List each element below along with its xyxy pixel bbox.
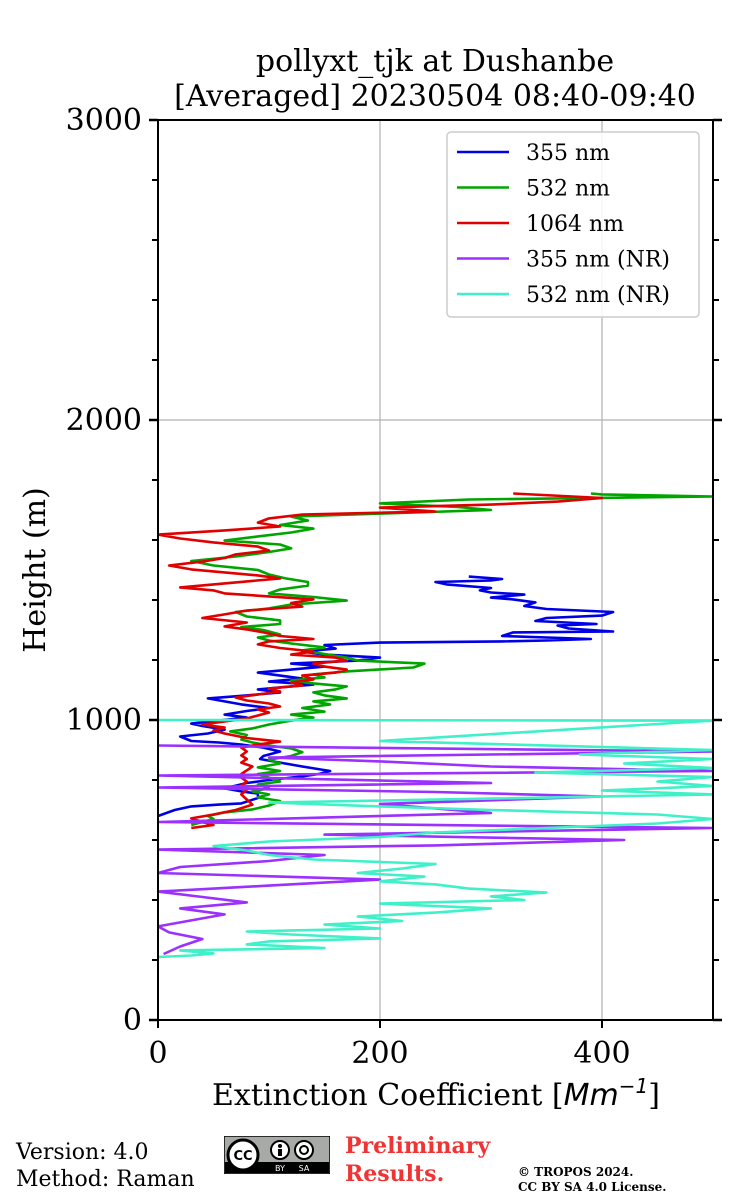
legend: 355 nm 532 nm 1064 nm 355 nm (NR) 532 nm (NR… bbox=[446, 131, 700, 318]
chart-title-line2: [Averaged] 20230504 08:40-09:40 bbox=[174, 79, 696, 114]
x-tick-label: 0 bbox=[148, 1036, 167, 1071]
x-tick-label: 200 bbox=[351, 1036, 408, 1071]
sa-label: SA bbox=[299, 1164, 310, 1173]
by-icon-body bbox=[278, 1149, 282, 1156]
series-line-355-nm-nr bbox=[158, 744, 713, 956]
sa-icon-arrow bbox=[299, 1145, 309, 1155]
chart-title-line1: pollyxt_tjk at Dushanbe bbox=[256, 44, 614, 79]
legend-label: 355 nm (NR) bbox=[526, 248, 670, 273]
cc-license-badge: CC BY SA bbox=[224, 1136, 330, 1174]
series-line-1064-nm bbox=[158, 492, 604, 830]
preliminary-line1: Preliminary bbox=[345, 1133, 491, 1159]
y-tick-label: 2000 bbox=[66, 403, 142, 438]
x-axis-label-unit: Mm bbox=[564, 1078, 619, 1113]
series-line-532-nm bbox=[190, 492, 713, 827]
y-tick-label: 1000 bbox=[66, 703, 142, 738]
by-label: BY bbox=[275, 1164, 285, 1173]
plot-frame bbox=[157, 119, 714, 1021]
copyright-line2: CC BY SA 4.0 License. bbox=[518, 1180, 667, 1194]
sa-icon bbox=[294, 1140, 314, 1160]
copyright-line1: © TROPOS 2024. bbox=[518, 1165, 634, 1179]
cc-icon-text: CC bbox=[233, 1149, 252, 1164]
axis-ticks: 0 200 400 0 1000 2000 3000 bbox=[66, 103, 722, 1071]
preliminary-line2: Results. bbox=[345, 1161, 445, 1187]
legend-label: 532 nm bbox=[526, 177, 610, 202]
by-icon-head bbox=[278, 1144, 282, 1148]
x-tick-label: 400 bbox=[573, 1036, 630, 1071]
x-axis-label-text: Extinction Coefficient [ bbox=[212, 1078, 564, 1113]
x-axis-label-exponent: −1 bbox=[619, 1074, 648, 1098]
y-tick-label: 3000 bbox=[66, 103, 142, 138]
cc-icon bbox=[226, 1138, 260, 1172]
y-tick-label: 0 bbox=[123, 1003, 142, 1038]
copyright-note: © TROPOS 2024. CC BY SA 4.0 License. bbox=[518, 1165, 666, 1195]
series-lines bbox=[158, 492, 713, 959]
x-axis-label: Extinction Coefficient [Mm−1] bbox=[212, 1074, 660, 1113]
version-text: Version: 4.0 bbox=[16, 1140, 149, 1165]
x-axis-label-close: ] bbox=[648, 1078, 660, 1113]
legend-label: 1064 nm bbox=[526, 212, 624, 237]
legend-box bbox=[446, 131, 700, 318]
legend-label: 532 nm (NR) bbox=[526, 283, 670, 308]
legend-label: 355 nm bbox=[526, 141, 610, 166]
method-text: Method: Raman bbox=[16, 1167, 195, 1192]
y-axis-label: Height (m) bbox=[18, 487, 53, 652]
preliminary-results-note: Preliminary Results. bbox=[345, 1132, 490, 1188]
cc-badge-band bbox=[225, 1162, 329, 1173]
series-line-532-nm-nr bbox=[158, 718, 713, 959]
